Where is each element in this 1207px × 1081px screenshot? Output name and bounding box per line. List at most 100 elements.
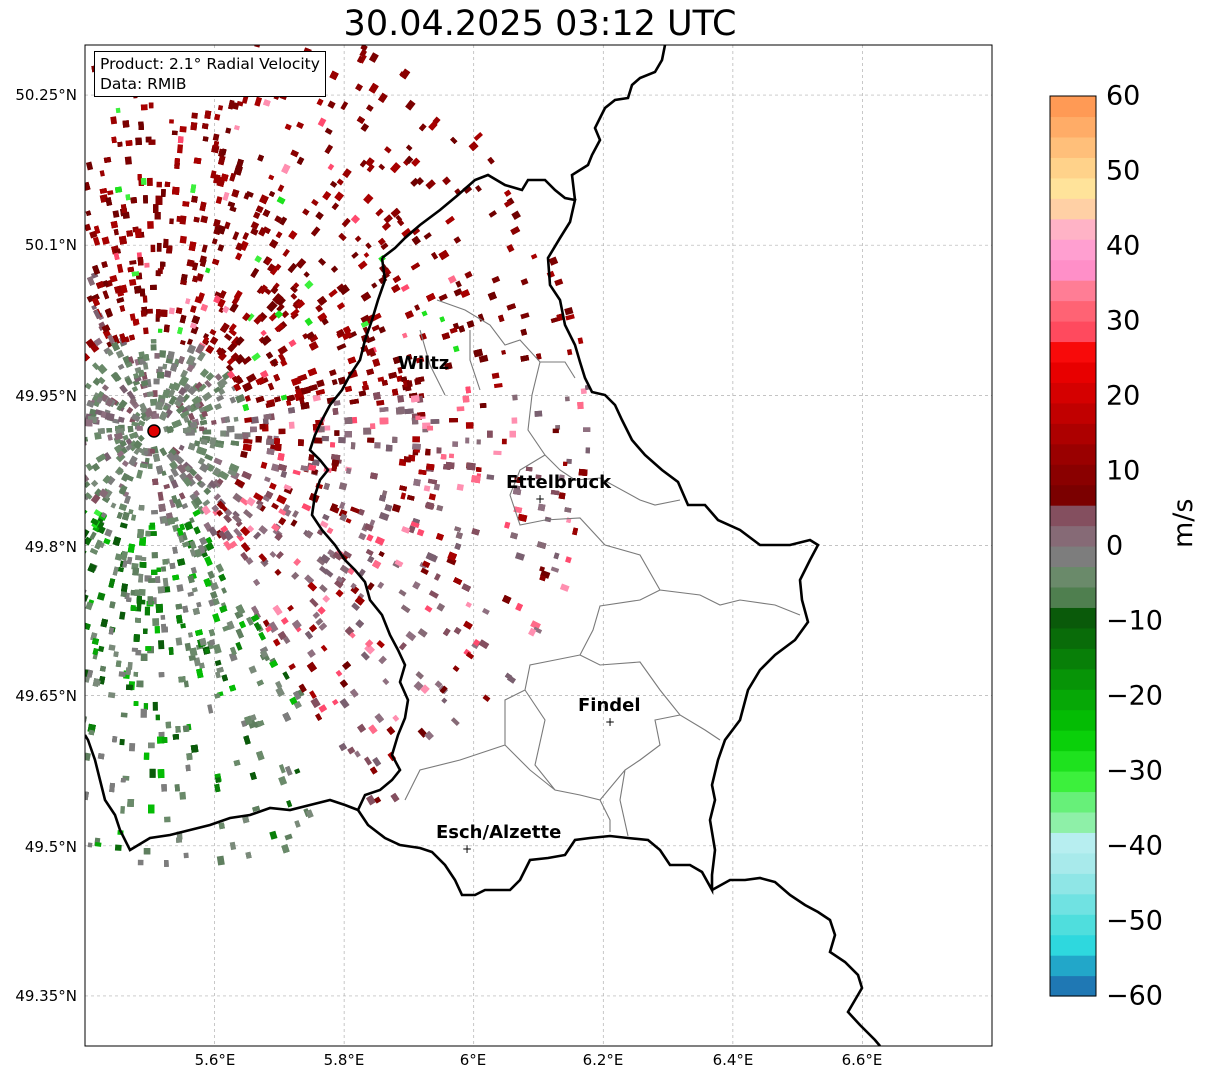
radar-echo-bin — [137, 257, 144, 266]
radar-echo-bin — [322, 513, 330, 521]
radar-echo-bin — [372, 312, 382, 321]
radar-echo-bin — [256, 499, 264, 507]
radar-echo-bin — [85, 462, 94, 472]
radar-echo-bin — [101, 324, 111, 333]
radar-echo-bin — [213, 174, 221, 184]
radar-echo-bin — [374, 536, 385, 546]
radar-echo-bin — [115, 452, 126, 463]
radar-echo-bin — [403, 456, 412, 463]
radar-echo-bin — [213, 218, 221, 228]
radar-echo-bin — [396, 375, 403, 382]
radar-echo-bin — [583, 427, 591, 432]
radar-echo-bin — [197, 351, 206, 362]
radar-echo-bin — [130, 514, 137, 521]
radar-echo-bin — [291, 571, 300, 580]
radar-echo-bin — [85, 474, 90, 485]
radar-echo-bin — [491, 372, 500, 380]
radar-echo-bin — [242, 816, 250, 824]
radar-echo-bin — [366, 104, 374, 112]
radar-echo-bin — [143, 450, 149, 456]
radar-echo-bin — [286, 400, 292, 406]
radar-echo-bin — [187, 442, 196, 451]
radar-echo-bin — [360, 651, 370, 661]
radar-echo-bin — [426, 463, 435, 471]
radar-echo-bin — [104, 308, 113, 318]
radar-echo-bin — [423, 485, 431, 492]
radar-echo-bin — [150, 244, 156, 253]
radar-echo-bin — [146, 378, 152, 388]
radar-echo-bin — [447, 551, 458, 561]
radar-echo-bin — [360, 45, 368, 51]
radar-echo-bin — [287, 407, 296, 414]
radar-echo-bin — [238, 620, 246, 629]
radar-echo-bin — [155, 195, 163, 205]
radar-echo-bin — [158, 411, 168, 421]
radar-echo-bin — [98, 645, 105, 653]
radar-echo-bin — [178, 387, 187, 396]
radar-echo-bin — [113, 228, 119, 236]
radar-echo-bin — [154, 626, 161, 634]
radar-echo-bin — [330, 265, 339, 273]
radar-echo-bin — [365, 548, 374, 556]
lon-tick-label: 6.6°E — [841, 1051, 883, 1069]
radar-echo-bin — [364, 643, 375, 655]
radar-echo-bin — [331, 378, 338, 386]
radar-echo-bin — [134, 589, 141, 597]
radar-echo-bin — [534, 410, 543, 417]
radar-echo-bin — [478, 354, 489, 363]
radar-echo-bin — [199, 637, 207, 647]
radar-echo-bin — [216, 347, 225, 356]
radar-echo-bin — [315, 617, 324, 626]
radar-echo-bin — [175, 637, 183, 646]
radar-echo-bin — [420, 684, 430, 694]
radar-echo-bin — [88, 729, 95, 736]
radar-echo-bin — [180, 280, 187, 286]
radar-echo-bin — [235, 604, 246, 616]
radar-echo-bin — [128, 509, 134, 515]
radar-echo-bin — [233, 416, 239, 422]
radar-echo-bin — [302, 208, 310, 216]
colorbar-segment — [1050, 218, 1096, 240]
radar-echo-bin — [397, 395, 405, 403]
radar-echo-bin — [169, 499, 176, 508]
colorbar-segment — [1050, 546, 1096, 568]
radar-echo-bin — [215, 777, 221, 783]
radar-echo-bin — [258, 525, 268, 535]
radar-echo-bin — [216, 855, 225, 866]
radar-echo-bin — [380, 242, 389, 250]
radar-echo-bin — [182, 476, 193, 487]
radar-echo-bin — [294, 820, 301, 828]
radar-echo-bin — [169, 562, 176, 570]
radar-echo-bin — [130, 398, 138, 406]
radar-echo-bin — [189, 540, 197, 550]
colorbar-segment — [1050, 873, 1096, 895]
radar-echo-bin — [163, 483, 171, 490]
radar-echo-bin — [122, 434, 129, 441]
radar-echo-bin — [197, 292, 205, 302]
radar-echo-bin — [301, 503, 312, 512]
radar-echo-bin — [580, 388, 587, 395]
radar-echo-bin — [171, 495, 178, 504]
radar-echo-bin — [250, 228, 259, 236]
radar-echo-bin — [201, 505, 211, 516]
radar-echo-bin — [161, 784, 167, 792]
city-marker-findel: + — [605, 715, 615, 729]
radar-echo-bin — [270, 265, 279, 276]
radar-echo-bin — [278, 508, 287, 516]
radar-echo-bin — [345, 467, 352, 475]
colorbar-tick-label: −20 — [1106, 680, 1163, 712]
radar-echo-bin — [209, 328, 217, 336]
colorbar-segment — [1050, 955, 1096, 977]
radar-echo-bin — [193, 526, 201, 535]
radar-echo-bin — [133, 634, 140, 642]
radar-echo-bin — [329, 369, 337, 377]
radar-echo-bin — [449, 417, 459, 423]
radar-echo-bin — [112, 736, 118, 743]
radar-echo-bin — [296, 156, 305, 165]
radar-echo-bin — [297, 439, 304, 447]
radar-echo-bin — [153, 204, 159, 213]
radar-echo-bin — [151, 552, 159, 559]
radar-echo-bin — [258, 631, 266, 641]
radar-echo-bin — [152, 453, 161, 463]
